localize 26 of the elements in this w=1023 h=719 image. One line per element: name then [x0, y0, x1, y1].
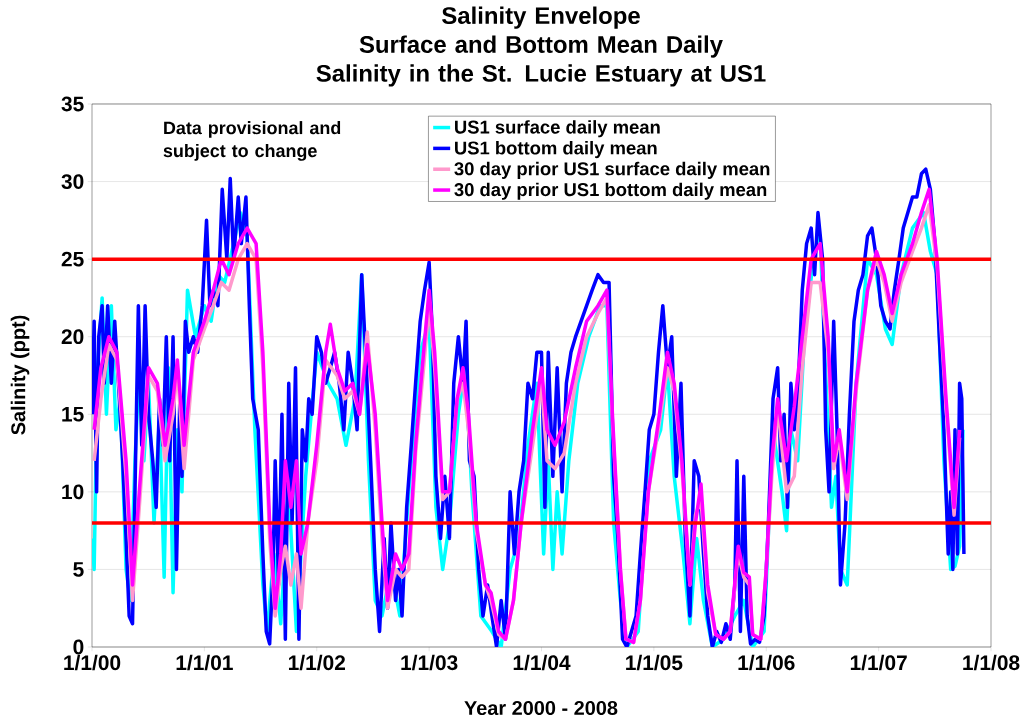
legend-label: 30 day prior US1 bottom daily mean [454, 182, 767, 200]
y-tick-label: 35 [61, 96, 84, 112]
chart-title: Salinity Envelope [442, 6, 640, 29]
x-tick-label: 1/1/04 [513, 654, 571, 671]
x-tick-label: 1/1/01 [176, 654, 233, 671]
y-tick-label: 25 [61, 251, 84, 267]
x-tick-label: 1/1/00 [64, 654, 121, 671]
y-tick-label: 5 [73, 562, 84, 577]
x-tick-label: 1/1/08 [963, 654, 1020, 671]
y-tick-label: 0 [73, 639, 84, 655]
y-tick-label: 30 [61, 174, 84, 189]
legend-label: US1 bottom daily mean [455, 140, 657, 159]
x-tick-label: 1/1/07 [850, 654, 907, 671]
y-axis-title: Salinity (ppt) [10, 315, 30, 435]
y-tick-label: 15 [62, 406, 84, 422]
y-tick-label: 20 [61, 329, 84, 345]
x-tick-label: 1/1/02 [288, 654, 345, 671]
x-axis-title: Year 2000 - 2008 [464, 700, 618, 716]
x-tick-label: 1/1/03 [401, 654, 458, 671]
y-tick-label: 10 [62, 484, 84, 500]
chart-subtitle: Surface and Bottom Mean Daily Salinity in the St. Lucie Estuary at US1 [316, 35, 766, 87]
x-tick-label: 1/1/05 [626, 654, 683, 671]
legend-label: 30 day prior US1 surface daily mean [454, 161, 770, 179]
legend-label: US1 surface daily mean [455, 120, 660, 138]
x-tick-label: 1/1/06 [738, 654, 795, 671]
annotation: Data provisional and subject to change [163, 121, 341, 161]
